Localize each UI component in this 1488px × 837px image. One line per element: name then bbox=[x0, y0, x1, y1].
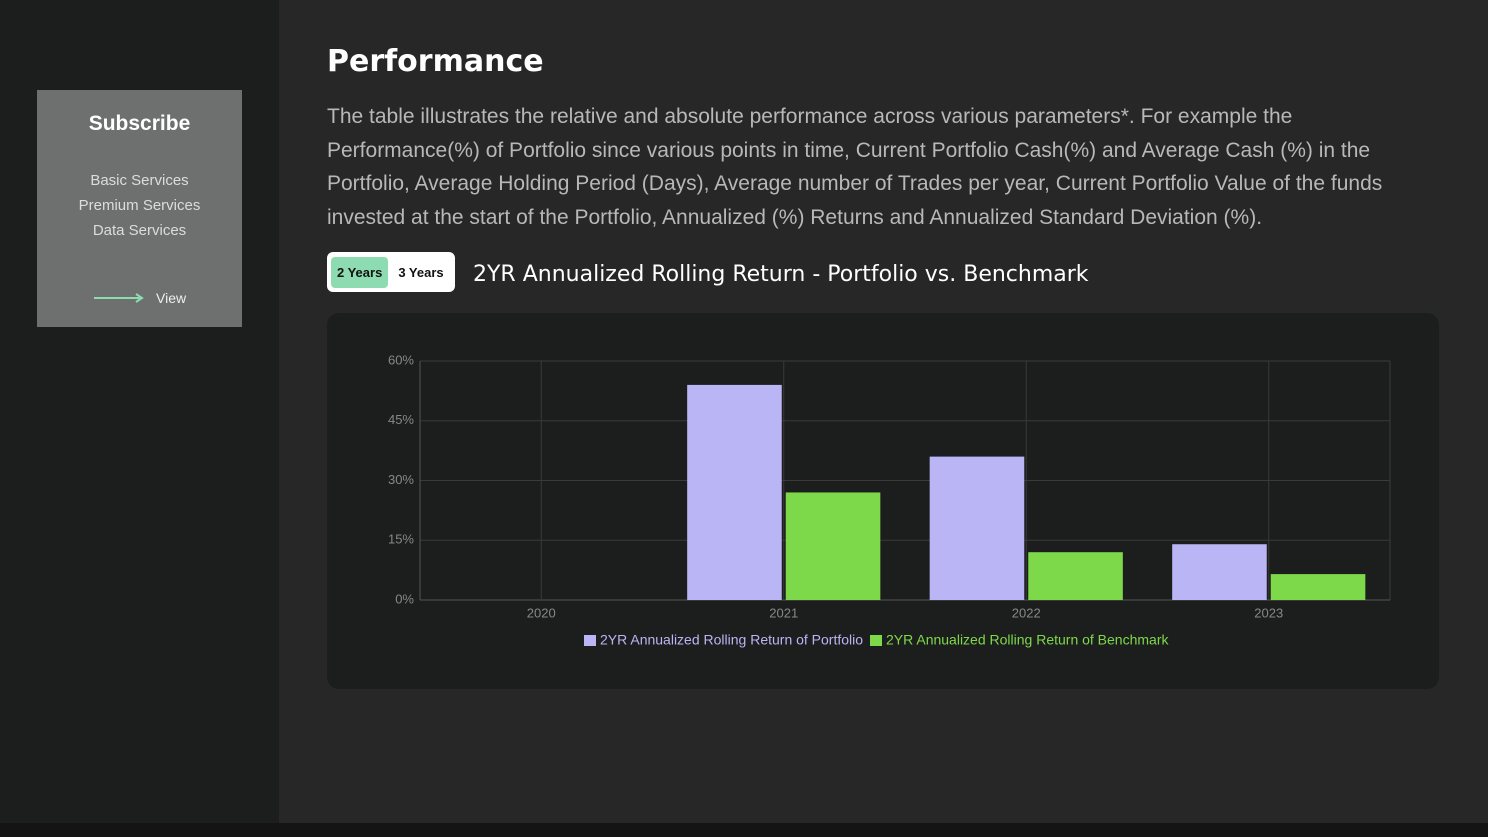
link[interactable]: Premium Services bbox=[78, 197, 201, 214]
card-title: Subscribe bbox=[88, 112, 191, 135]
page-title: Performance bbox=[327, 44, 544, 79]
tab[interactable]: 2 Years bbox=[331, 256, 389, 288]
description: The table illustrates the relative and a… bbox=[327, 105, 1383, 229]
footer-bar bbox=[0, 823, 1488, 837]
y-tick-label: 0% bbox=[395, 591, 414, 606]
x-tick-label: 2023 bbox=[1254, 605, 1283, 620]
legend-swatch bbox=[584, 635, 596, 646]
bar bbox=[785, 492, 881, 600]
x-tick-label: 2020 bbox=[527, 605, 556, 620]
bar bbox=[1028, 552, 1123, 600]
tab-group: 2 Years 3 Years bbox=[327, 252, 455, 292]
link[interactable]: Basic Services bbox=[90, 172, 189, 189]
view-link[interactable]: View bbox=[94, 290, 186, 306]
chart: 0% 15% 30% 45% 60% 2020 2021 2022 2023 2YR Annual… bbox=[388, 352, 1391, 648]
x-tick-label: 2021 bbox=[769, 605, 798, 620]
y-tick-label: 45% bbox=[388, 412, 414, 427]
arrow-icon bbox=[94, 293, 144, 303]
tab[interactable]: 3 Years bbox=[398, 264, 444, 280]
chart-card: 0% 15% 30% 45% 60% 2020 2021 2022 2023 2YR Annual… bbox=[327, 313, 1439, 689]
y-tick-label: 60% bbox=[388, 352, 414, 367]
y-tick-label: 30% bbox=[388, 472, 414, 487]
link[interactable]: Data Services bbox=[92, 222, 187, 239]
legend-label: 2YR Annualized Rolling Return of Portfol… bbox=[600, 632, 863, 648]
x-tick-label: 2022 bbox=[1012, 605, 1041, 620]
legend-swatch bbox=[870, 635, 882, 646]
bar bbox=[1172, 544, 1267, 600]
chart-title: 2YR Annualized Rolling Return - Portfoli… bbox=[473, 262, 1089, 287]
bar bbox=[687, 384, 782, 600]
sidebar: Subscribe Basic Services Premium Service… bbox=[0, 0, 279, 823]
legend-label: 2YR Annualized Rolling Return of Benchma… bbox=[886, 632, 1169, 648]
bar bbox=[929, 456, 1025, 600]
bar bbox=[1270, 574, 1366, 600]
y-tick-label: 15% bbox=[388, 532, 414, 547]
view-text: View bbox=[156, 290, 187, 306]
subscribe-card: Subscribe Basic Services Premium Service… bbox=[37, 90, 242, 327]
